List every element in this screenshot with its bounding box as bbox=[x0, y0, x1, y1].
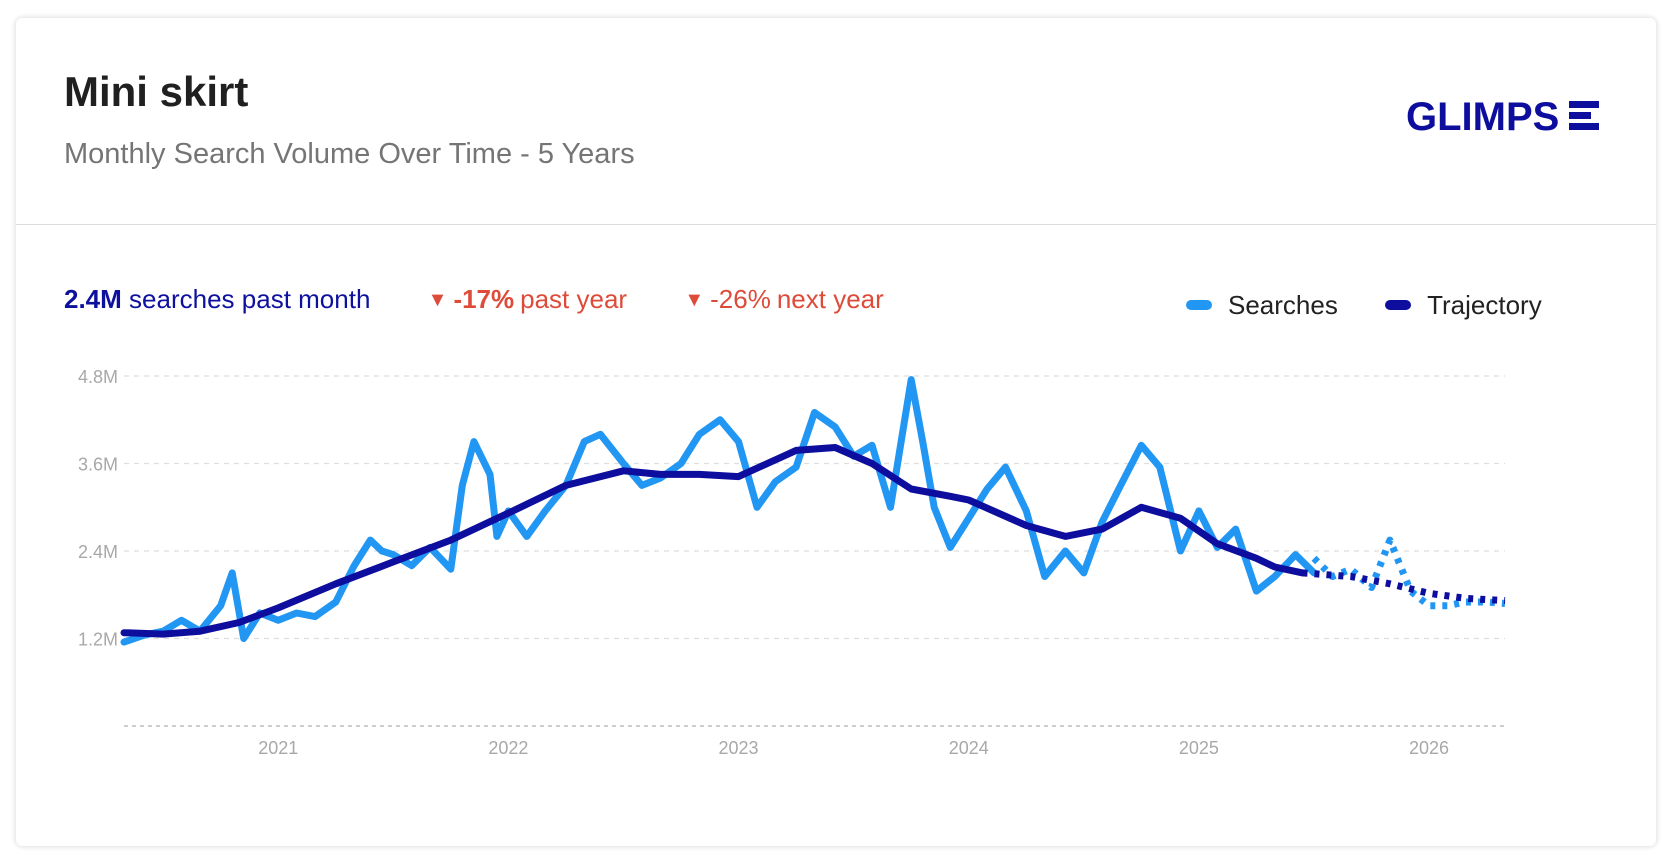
x-tick-label: 2021 bbox=[258, 738, 298, 758]
legend-item-searches[interactable]: Searches bbox=[1186, 290, 1338, 321]
chart-subtitle: Monthly Search Volume Over Time - 5 Year… bbox=[64, 138, 635, 170]
y-tick-label: 2.4M bbox=[78, 542, 118, 562]
y-tick-label: 1.2M bbox=[78, 630, 118, 650]
legend-swatch-searches bbox=[1186, 300, 1212, 310]
stats-row: 2.4M searches past month ▼ -17% past year … bbox=[64, 284, 934, 315]
x-tick-label: 2026 bbox=[1409, 738, 1449, 758]
chart-title: Mini skirt bbox=[64, 68, 249, 115]
down-triangle-icon: ▼ bbox=[684, 289, 705, 311]
x-tick-label: 2024 bbox=[949, 738, 989, 758]
svg-text:GLIMPS: GLIMPS bbox=[1406, 95, 1559, 138]
x-tick-label: 2022 bbox=[488, 738, 528, 758]
series-line-trajectory bbox=[120, 444, 1306, 638]
header-divider bbox=[16, 224, 1656, 225]
x-tick-label: 2023 bbox=[719, 738, 759, 758]
stat-past-month-value: 2.4M bbox=[64, 284, 122, 314]
y-tick-label: 4.8M bbox=[78, 367, 118, 387]
stat-next-year-value: -26% bbox=[710, 284, 771, 314]
down-triangle-icon: ▼ bbox=[427, 289, 448, 311]
stat-past-month: 2.4M searches past month bbox=[64, 284, 370, 315]
legend-item-trajectory[interactable]: Trajectory bbox=[1385, 290, 1542, 321]
legend-label-trajectory: Trajectory bbox=[1427, 289, 1542, 320]
series-line-trajectory-forecast bbox=[1302, 569, 1506, 605]
stat-next-year-label: next year bbox=[776, 284, 884, 314]
series-line-searches-forecast bbox=[1311, 536, 1506, 610]
legend-label-searches: Searches bbox=[1228, 289, 1338, 320]
glimpse-logo: GLIMPS bbox=[1406, 92, 1606, 143]
stat-past-year: ▼ -17% past year bbox=[428, 284, 627, 315]
stat-next-year: ▼ -26% next year bbox=[684, 284, 883, 315]
y-tick-label: 3.6M bbox=[78, 455, 118, 475]
glimpse-logo-icon: GLIMPS bbox=[1406, 95, 1599, 139]
stat-past-month-label: searches past month bbox=[129, 284, 371, 314]
stat-past-year-value: -17% bbox=[453, 284, 515, 314]
legend-swatch-trajectory bbox=[1385, 300, 1412, 310]
stat-past-year-label: past year bbox=[520, 284, 628, 314]
chart-legend: Searches Trajectory bbox=[1186, 286, 1582, 321]
x-tick-label: 2025 bbox=[1179, 738, 1219, 758]
